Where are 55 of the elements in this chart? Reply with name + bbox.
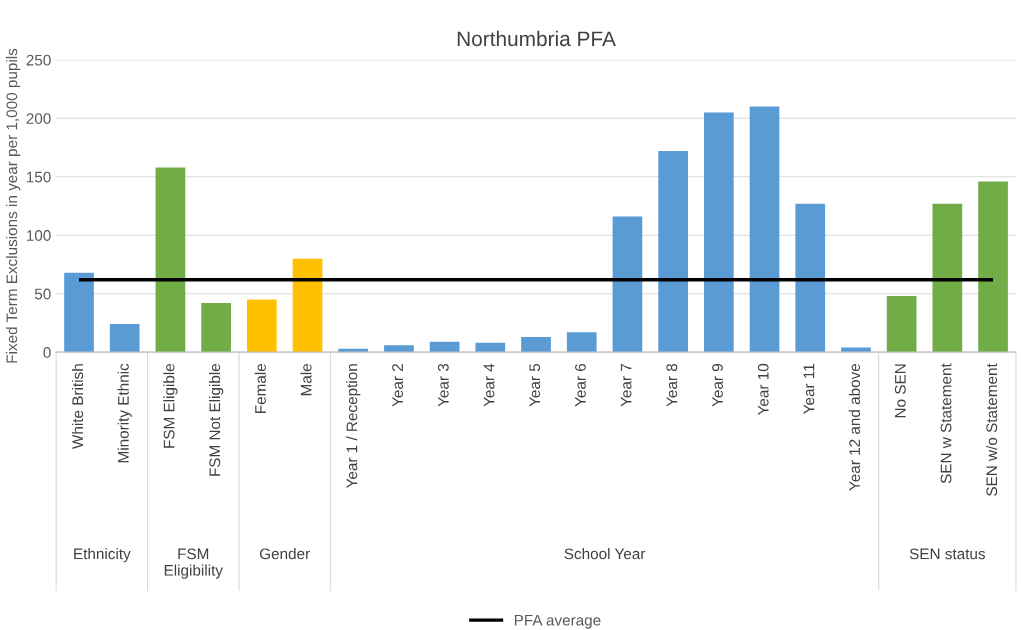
bar (475, 342, 506, 353)
x-tick-label: Year 2 (392, 364, 404, 407)
bar (384, 345, 414, 353)
x-tick-label: Male (300, 363, 312, 396)
x-tick-label: Year 10 (757, 363, 769, 416)
bar (749, 106, 780, 353)
bar (932, 203, 963, 353)
x-tick-label: FSM Eligible (163, 363, 178, 448)
bar (841, 347, 871, 353)
chart-title: Northumbria PFA (457, 30, 616, 47)
y-axis-title: Fixed Term Exclusions in year per 1,000 pupils (6, 48, 21, 363)
y-tick-label: 250 (26, 54, 51, 66)
text: Gender (259, 548, 310, 560)
bar (292, 258, 323, 353)
x-tick-label: Minority Ethnic (117, 363, 132, 463)
x-tick-label: No SEN (894, 364, 906, 418)
x-tick-label: White British (71, 364, 84, 449)
x-tick-label: Year 4 (483, 363, 495, 407)
bar (64, 272, 94, 353)
x-tick-label: SEN w/o Statement (985, 363, 998, 496)
x-tick-label: FSM Not Eligible (208, 363, 224, 476)
x-tick-label: Female (254, 363, 266, 413)
y-tick-label: 100 (26, 230, 51, 241)
x-tick-label: Year 3 (437, 363, 449, 407)
bar (886, 296, 917, 353)
x-tick-label: SEN w Statement (940, 363, 952, 484)
bar (155, 167, 186, 353)
bar (978, 181, 1008, 353)
x-tick-label: Year 6 (575, 363, 586, 407)
bar (566, 332, 597, 353)
bar (429, 341, 460, 353)
x-tick-label: Year 5 (529, 363, 541, 407)
y-tick-label: 150 (26, 171, 51, 183)
text: Ethnicity (74, 548, 131, 563)
bar (703, 112, 734, 353)
bar (521, 336, 551, 353)
text: School Year (564, 548, 646, 560)
bar (246, 299, 277, 353)
x-tick-label: Year 12 and above (848, 363, 861, 491)
legend-label: PFA average (514, 614, 601, 629)
bar (795, 203, 826, 353)
x-tick-label: Year 7 (620, 364, 632, 407)
x-tick-label: Year 1 / Reception (346, 364, 361, 489)
bar (109, 324, 140, 353)
bar (658, 151, 688, 353)
text: SEN status (909, 548, 985, 560)
bar (612, 216, 643, 353)
bar (201, 303, 231, 353)
y-tick-label: 0 (43, 347, 51, 358)
x-tick-label: Year 8 (666, 363, 678, 407)
y-tick-label: 50 (34, 288, 51, 300)
y-tick-label: 200 (26, 113, 51, 124)
x-tick-label: Year 11 (803, 364, 815, 414)
x-tick-label: Year 9 (712, 364, 723, 407)
text: FSM Eligibility (164, 548, 223, 579)
